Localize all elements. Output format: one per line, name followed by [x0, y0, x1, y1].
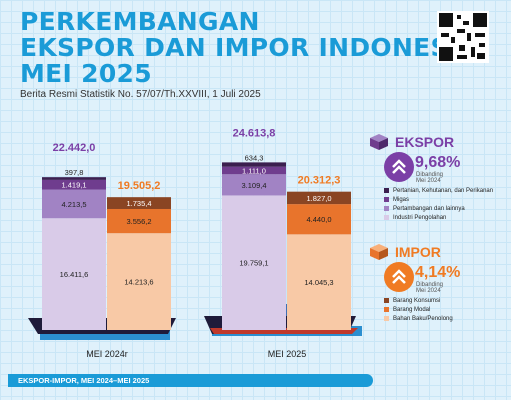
ekspor-label-0-1: 4.213,5	[61, 200, 86, 209]
impor-bar-1-0	[287, 234, 351, 330]
ekspor-up-icon	[384, 152, 414, 182]
ekspor-bar-1-3	[222, 162, 286, 167]
impor-bar-1-2	[287, 191, 351, 205]
title-line-2: EKSPOR DAN IMPOR INDONESIA	[20, 33, 479, 62]
footer-bar: EKSPOR-IMPOR, MEI 2024–MEI 2025	[8, 374, 373, 387]
impor-label-0-0: 14.213,6	[124, 278, 153, 287]
category-label-0: MEI 2024r	[86, 349, 128, 359]
ekspor-bar-1-1	[222, 174, 286, 196]
ekspor-change-note: Dibanding Mei 2024	[416, 172, 444, 184]
ekspor-label-0-0: 16.411,6	[60, 270, 89, 279]
ekspor-label-1-3: 634,3	[245, 153, 264, 162]
ekspor-box-icon	[370, 134, 388, 150]
ekspor-total-0: 22.442,0	[53, 142, 96, 154]
qr-code-icon[interactable]	[437, 11, 489, 63]
impor-bar-0-2	[107, 197, 171, 209]
ekspor-label-0-3: 397,8	[65, 168, 84, 177]
impor-up-icon	[384, 262, 414, 292]
title-line-3: MEI 2025	[20, 59, 152, 88]
ekspor-label-1-0: 19.759,1	[239, 259, 268, 268]
ekspor-bar-1-0	[222, 195, 286, 330]
ekspor-bar-0-2	[42, 179, 106, 190]
ekspor-total-1: 24.613,8	[233, 127, 276, 139]
subtitle: Berita Resmi Statistik No. 57/07/Th.XXVI…	[20, 89, 261, 100]
ekspor-label-1-2: 1.111,0	[242, 166, 266, 175]
ekspor-bar-1-2	[222, 166, 286, 175]
ship-left-waterline	[40, 330, 170, 340]
legend-industri: Industri Pengolahan	[384, 215, 446, 221]
impor-change: 4,14%	[415, 264, 461, 281]
labels-group: 16.411,6 4.213,5 1.419,1 397,8 22.442,0 14.21…	[53, 127, 341, 359]
impor-box-icon	[370, 244, 388, 260]
ekspor-bar-0-3	[42, 177, 106, 180]
bars-group	[42, 162, 351, 330]
impor-label-1-1: 4.440,0	[306, 215, 331, 224]
impor-total-1: 20.312,3	[298, 175, 341, 187]
impor-bar-0-1	[107, 208, 171, 234]
ekspor-label-0-2: 1.419,1	[61, 181, 86, 190]
impor-label-1-0: 14.045,3	[304, 278, 333, 287]
ekspor-bar-0-0	[42, 218, 106, 330]
impor-label-0-2: 1.735,4	[126, 199, 151, 208]
legend-migas: Migas	[384, 197, 409, 203]
impor-heading: IMPOR	[395, 244, 441, 260]
ekspor-heading: EKSPOR	[395, 134, 455, 150]
impor-bar-0-0	[107, 233, 171, 330]
legend-bahan-baku: Bahan Baku/Penolong	[384, 316, 453, 322]
impor-label-0-1: 3.556,2	[126, 217, 151, 226]
impor-total-0: 19.505,2	[118, 180, 161, 192]
category-label-1: MEI 2025	[268, 349, 307, 359]
legend-barang-konsumsi: Barang Konsumsi	[384, 298, 440, 304]
ekspor-bar-0-1	[42, 189, 106, 219]
impor-bar-1-1	[287, 204, 351, 235]
impor-change-note: Dibanding Mei 2024	[416, 282, 444, 294]
legend-barang-modal: Barang Modal	[384, 307, 430, 313]
ekspor-label-1-1: 3.109,4	[241, 181, 266, 190]
legend-pertanian: Pertanian, Kehutanan, dan Perikanan	[384, 188, 493, 194]
footer-label: EKSPOR-IMPOR, MEI 2024–MEI 2025	[18, 376, 150, 385]
ekspor-change: 9,68%	[415, 154, 461, 171]
title-line-1: PERKEMBANGAN	[20, 7, 260, 36]
impor-label-1-2: 1.827,0	[306, 194, 331, 203]
legend-pertambangan: Pertambangan dan lainnya	[384, 206, 465, 212]
